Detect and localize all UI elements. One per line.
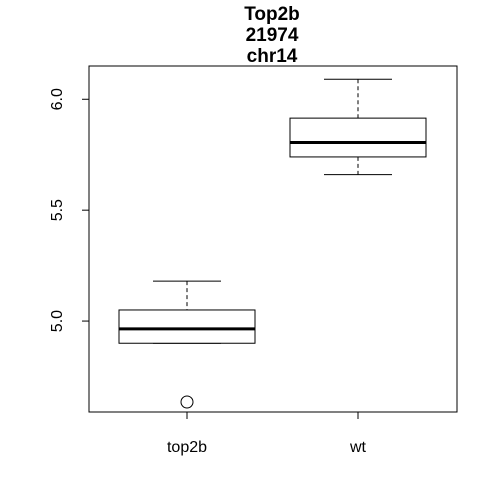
box-iqr [289, 117, 427, 158]
box-wt [289, 78, 427, 176]
boxes-layer [118, 78, 427, 409]
x-tick-label: top2b [167, 439, 207, 456]
x-tick-label: wt [349, 439, 367, 456]
outlier-point [180, 395, 194, 409]
y-tick-label: 5.5 [49, 199, 66, 221]
y-tick-label: 6.0 [49, 88, 66, 110]
title-line-3: chr14 [247, 46, 298, 67]
y-tick-label: 5.0 [49, 310, 66, 332]
chart-title: Top2b 21974 chr14 [244, 4, 300, 67]
y-axis: 5.0 5.5 6.0 [49, 88, 90, 332]
title-line-2: 21974 [246, 25, 299, 46]
title-line-1: Top2b [244, 4, 300, 25]
x-axis: top2b wt [167, 411, 367, 456]
box-iqr [118, 309, 256, 344]
box-top2b [118, 280, 256, 409]
